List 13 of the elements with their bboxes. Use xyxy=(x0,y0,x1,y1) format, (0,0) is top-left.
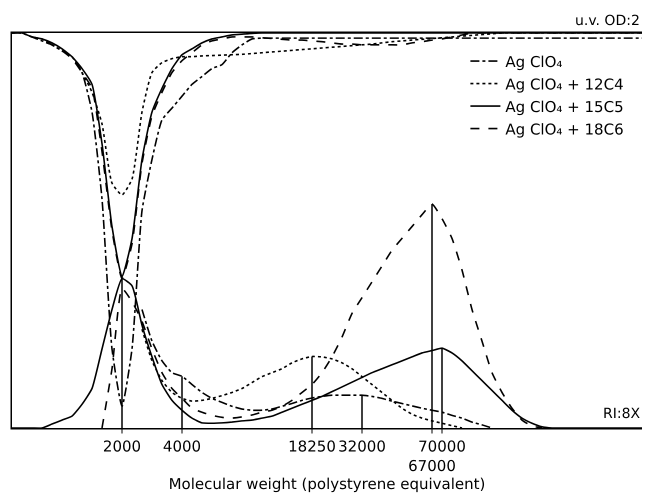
x-tick-label: 32000 xyxy=(338,438,386,456)
legend-label: Ag ClO₄ + 18C6 xyxy=(505,120,624,138)
legend-label: Ag ClO₄ + 15C5 xyxy=(505,98,624,116)
x-tick-label: 70000 xyxy=(418,438,466,456)
x-tick-label: 2000 xyxy=(102,438,142,456)
legend-label: Ag ClO₄ xyxy=(505,52,562,71)
x-tick-label: 4000 xyxy=(162,438,202,456)
text: u.v. OD:2 xyxy=(575,13,640,29)
x-tick-label: 67000 xyxy=(408,457,456,475)
legend-label: Ag ClO₄ + 12C4 xyxy=(505,75,624,94)
x-tick-label: 18250 xyxy=(288,438,336,456)
x-axis-title: Molecular weight (polystyrene equivalent) xyxy=(168,475,486,493)
annotation: RI:8X xyxy=(603,406,640,422)
